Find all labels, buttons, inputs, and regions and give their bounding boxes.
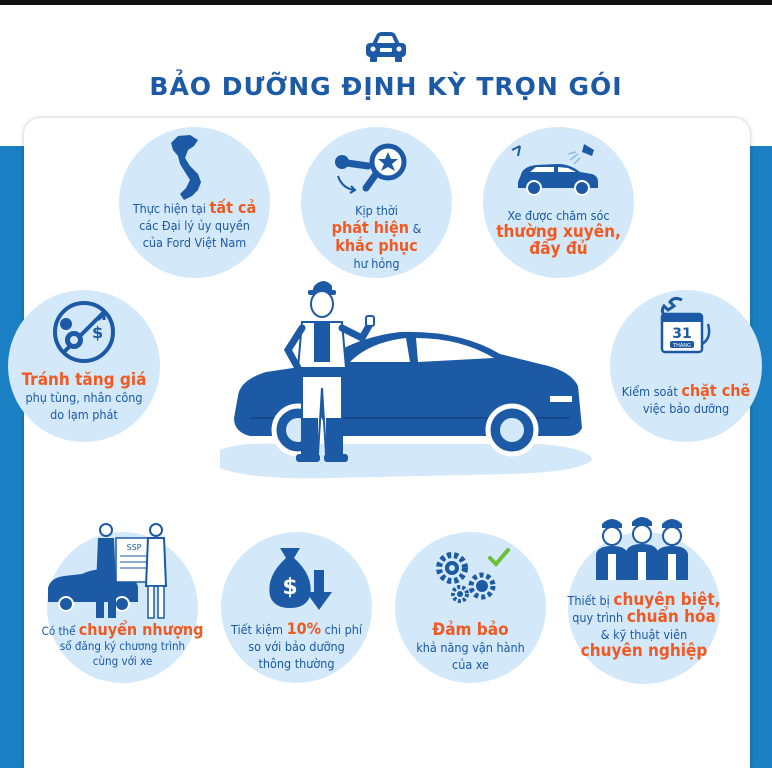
mechanic-with-car-illustration: [220, 281, 592, 479]
benefit-ensure-text: Đảm bảo khả năng vận hành của xe: [416, 620, 525, 673]
calendar-wrench-icon: 31 THÁNG: [660, 296, 711, 354]
page-title: BẢO DƯỠNG ĐỊNH KỲ TRỌN GÓI: [149, 72, 623, 101]
benefit-care-text: Xe được chăm sóc thường xuyên, đầy đủ: [496, 208, 621, 259]
car-front-icon: [366, 32, 406, 62]
benefit-ensure-circle: [395, 532, 546, 683]
benefit-equip-text: Thiết bị chuyên biệt, quy trình chuẩn hó…: [567, 590, 721, 661]
svg-text:$: $: [92, 323, 103, 342]
ownership-transfer-icon: SSP: [48, 523, 168, 619]
benefit-dealers-circle: [119, 127, 270, 278]
benefit-price-text: Tránh tăng giá phụ tùng, nhân công do lạ…: [21, 370, 147, 423]
top-bar: [0, 0, 772, 5]
svg-text:THÁNG: THÁNG: [672, 342, 691, 349]
svg-text:SSP: SSP: [127, 543, 142, 552]
benefit-care-circle: [483, 127, 634, 278]
benefit-dealers-text: Thực hiện tại tất cả các Đại lý ủy quyền…: [132, 198, 257, 250]
vietnam-map-icon: [171, 135, 201, 200]
technicians-team-icon: [596, 517, 688, 580]
money-bag-decrease-icon: $: [269, 548, 332, 610]
benefit-save-circle: [221, 532, 372, 683]
no-price-increase-icon: $: [53, 301, 115, 363]
benefit-detect-text: Kịp thời phát hiện & khắc phục hư hỏng: [331, 203, 422, 271]
benefit-price-circle: [8, 290, 160, 442]
svg-text:31: 31: [672, 326, 691, 342]
svg-text:$: $: [282, 575, 297, 600]
gears-check-icon: [436, 548, 510, 603]
benefit-control-text: Kiểm soát chặt chẽ việc bảo dưỡng: [621, 381, 751, 416]
benefit-transfer-text: Có thể chuyển nhượng sổ đăng ký chương t…: [41, 620, 204, 669]
car-wash-icon: [511, 144, 598, 196]
wrench-magnifier-icon: [335, 143, 407, 194]
benefit-save-text: Tiết kiệm 10% chi phí so với bảo dưỡng t…: [230, 619, 363, 671]
